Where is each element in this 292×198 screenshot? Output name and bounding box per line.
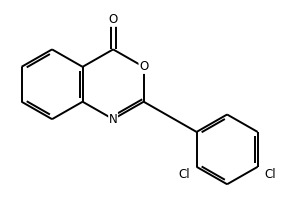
Text: Cl: Cl — [265, 168, 276, 181]
Text: O: O — [139, 60, 148, 73]
Text: O: O — [109, 13, 118, 26]
Text: N: N — [109, 113, 117, 126]
Text: Cl: Cl — [178, 168, 190, 181]
